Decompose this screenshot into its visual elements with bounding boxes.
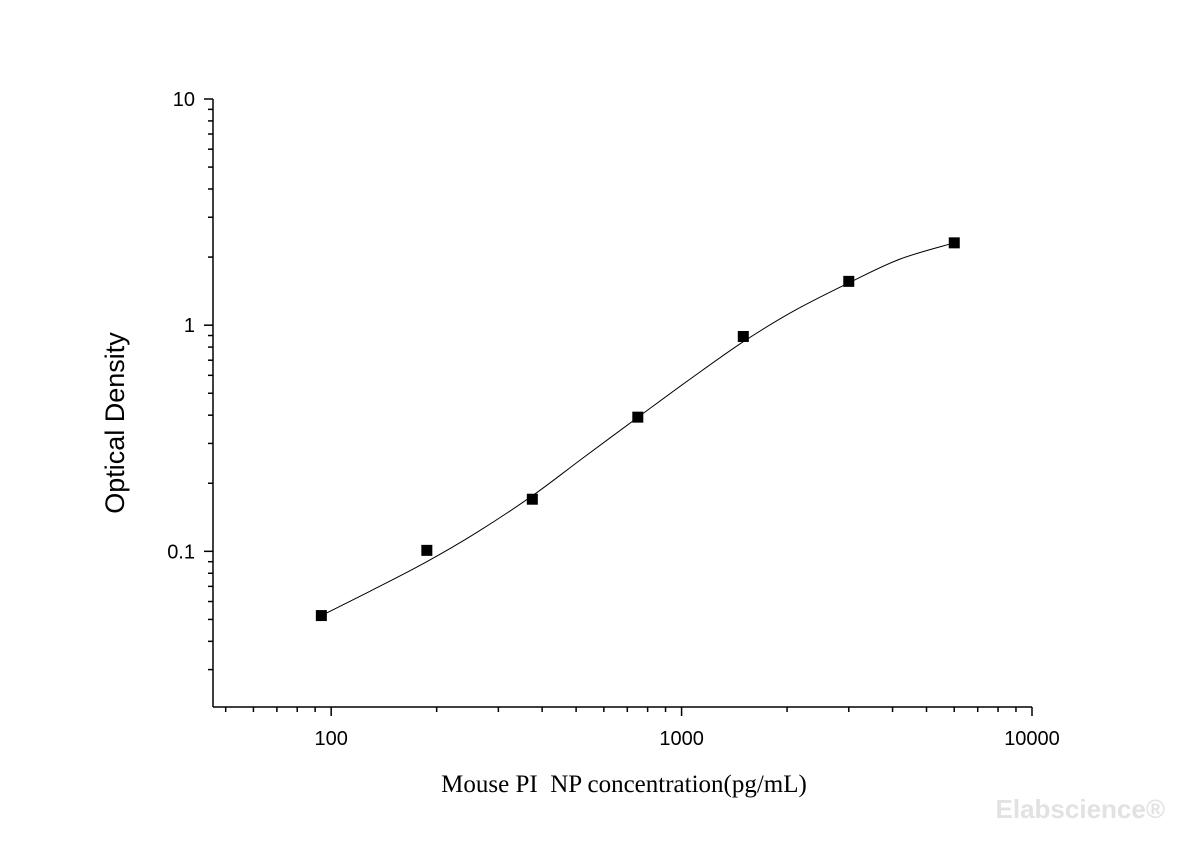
data-point xyxy=(421,544,433,556)
y-tick-label: 0.1 xyxy=(167,541,195,563)
tick-labels-layer: 100 1000 10000 0.1 1 10 xyxy=(167,89,1060,750)
x-tick-label: 1000 xyxy=(659,728,704,750)
data-point xyxy=(315,610,327,622)
y-tick-label: 10 xyxy=(173,89,195,111)
data-point xyxy=(737,331,749,343)
y-axis-title: Optical Density xyxy=(100,332,130,514)
x-axis-title: Mouse PI NP concentration(pg/mL) xyxy=(441,771,807,798)
data-point xyxy=(526,493,538,505)
data-point xyxy=(843,275,855,287)
watermark-text: Elabscience® xyxy=(996,794,1165,824)
data-point xyxy=(632,411,644,423)
x-tick-label: 10000 xyxy=(1004,728,1060,750)
axes xyxy=(204,98,1033,716)
data-point xyxy=(948,237,960,249)
fit-curve-layer xyxy=(321,242,955,617)
x-tick-label: 100 xyxy=(314,728,347,750)
fit-curve xyxy=(321,242,955,617)
data-points-layer xyxy=(315,237,960,622)
y-tick-label: 1 xyxy=(184,315,195,337)
